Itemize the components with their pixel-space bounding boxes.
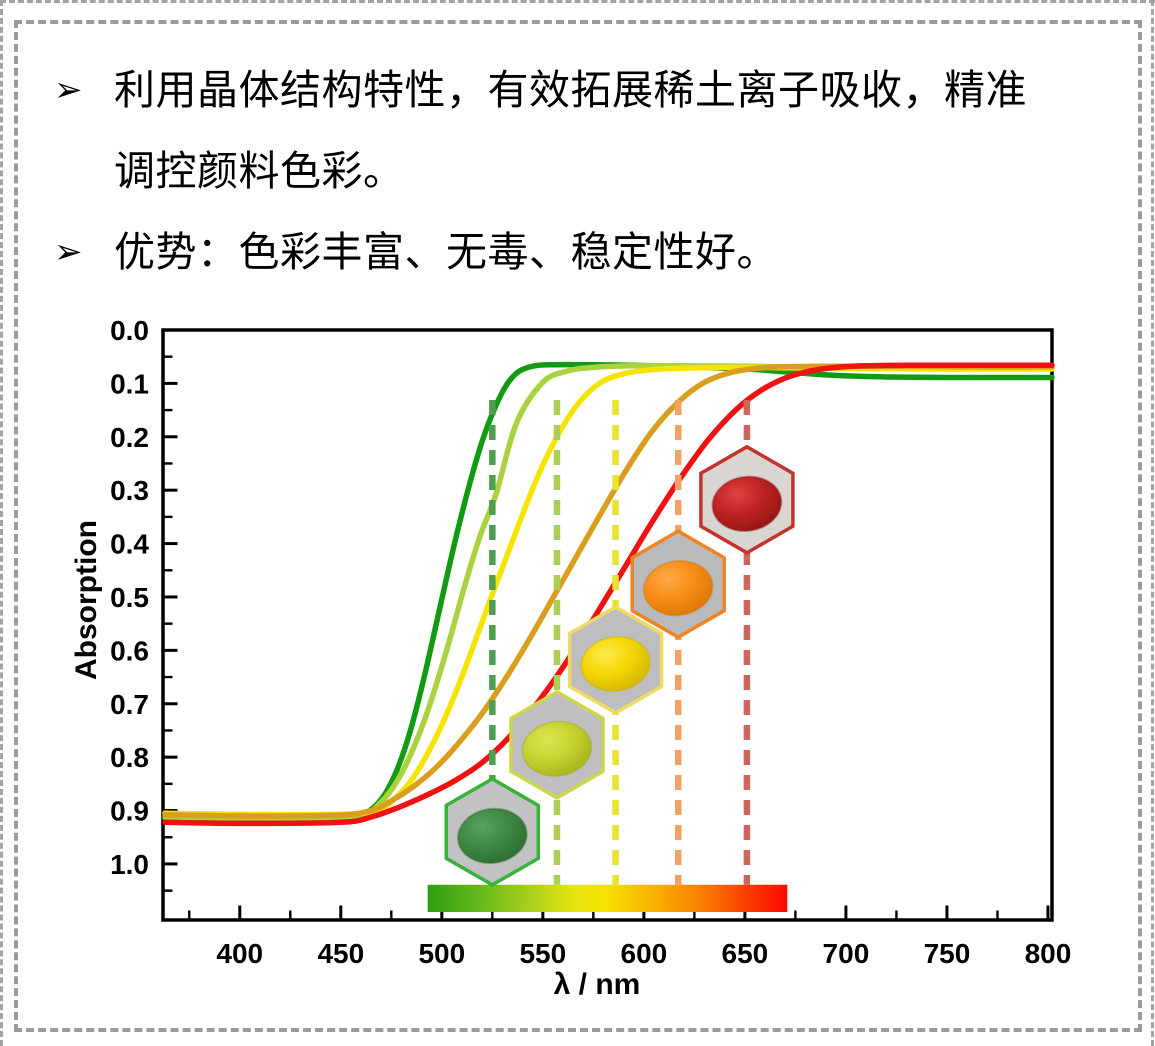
- y-tick-label: 0.0: [110, 315, 149, 346]
- powder-photo-yellow-green: [521, 720, 593, 778]
- x-tick-label: 750: [924, 938, 971, 969]
- spectra-curves: [162, 361, 1055, 827]
- bullet-1-line-2: 调控颜料色彩。: [114, 148, 405, 194]
- hexagon-sample-red: [699, 444, 795, 555]
- curve-red: [162, 362, 1055, 827]
- bullet-list: ➢ 利用晶体结构特性，有效拓展稀土离子吸收，精准 调控颜料色彩。 ➢ 优势：色彩…: [50, 50, 1119, 293]
- x-tick-label: 600: [621, 938, 668, 969]
- slide-dashed-frame: [14, 20, 1142, 1032]
- arrow-bullet-icon: ➢: [54, 71, 83, 109]
- hexagon-sample-yellow-green: [509, 689, 605, 800]
- curve-orange: [162, 363, 1055, 819]
- x-tick-label: 800: [1025, 938, 1072, 969]
- hexagon-sample-yellow: [567, 604, 664, 716]
- powder-photo-orange: [642, 559, 714, 617]
- x-tick-label: 550: [519, 938, 566, 969]
- y-tick-label: 0.3: [110, 475, 149, 506]
- x-tick-label: 700: [823, 938, 870, 969]
- y-tick-label: 0.9: [110, 796, 149, 827]
- x-tick-label: 650: [722, 938, 769, 969]
- powder-photo-green: [456, 807, 528, 865]
- x-axis-label: λ / nm: [554, 968, 641, 1001]
- x-tick-label: 450: [317, 938, 364, 969]
- y-tick-label: 0.6: [110, 635, 149, 666]
- y-tick-label: 0.4: [110, 529, 149, 560]
- x-axis: 400 450 500 550 600 650 700 750 800 λ / nm: [188, 905, 1072, 1001]
- x-tick-label: 500: [418, 938, 465, 969]
- wavelength-colorbar: [427, 884, 788, 912]
- y-axis-label: Absorption: [70, 520, 103, 680]
- outer-dashed-edge-right: [1151, 0, 1154, 1046]
- bullet-2-line-1: 优势：色彩丰富、无毒、稳定性好。: [114, 229, 778, 275]
- bullet-1-line-1: 利用晶体结构特性，有效拓展稀土离子吸收，精准: [114, 67, 1027, 113]
- y-tick-label: 1.0: [110, 849, 149, 880]
- x-tick-label: 400: [216, 938, 263, 969]
- outer-dashed-edge-left: [0, 0, 3, 1046]
- y-axis: 0.0 0.1 0.2 0.3 0.4 0.5 0.6 0.7 0.8 0.9 1.0 Absorpt…: [70, 315, 178, 892]
- outer-dashed-edge-top: [0, 0, 1155, 3]
- hexagon-sample-orange: [630, 529, 726, 640]
- y-tick-label: 0.2: [110, 422, 149, 453]
- y-tick-label: 0.5: [110, 582, 149, 613]
- powder-sample-hexagons: [444, 444, 795, 887]
- bullet-text-2: 优势：色彩丰富、无毒、稳定性好。: [114, 212, 778, 293]
- powder-photo-red: [711, 475, 783, 532]
- y-tick-label: 0.8: [110, 742, 149, 773]
- y-tick-label: 0.7: [110, 689, 149, 720]
- arrow-bullet-icon: ➢: [54, 233, 83, 271]
- plot-frame: [161, 328, 1054, 922]
- y-tick-label: 0.1: [110, 368, 149, 399]
- bullet-text-1: 利用晶体结构特性，有效拓展稀土离子吸收，精准 调控颜料色彩。: [114, 50, 1027, 212]
- bullet-item-2: ➢ 优势：色彩丰富、无毒、稳定性好。: [50, 212, 1119, 293]
- bullet-item-1: ➢ 利用晶体结构特性，有效拓展稀土离子吸收，精准 调控颜料色彩。: [50, 50, 1119, 212]
- hexagon-sample-green: [444, 776, 541, 887]
- powder-photo-yellow: [580, 635, 651, 693]
